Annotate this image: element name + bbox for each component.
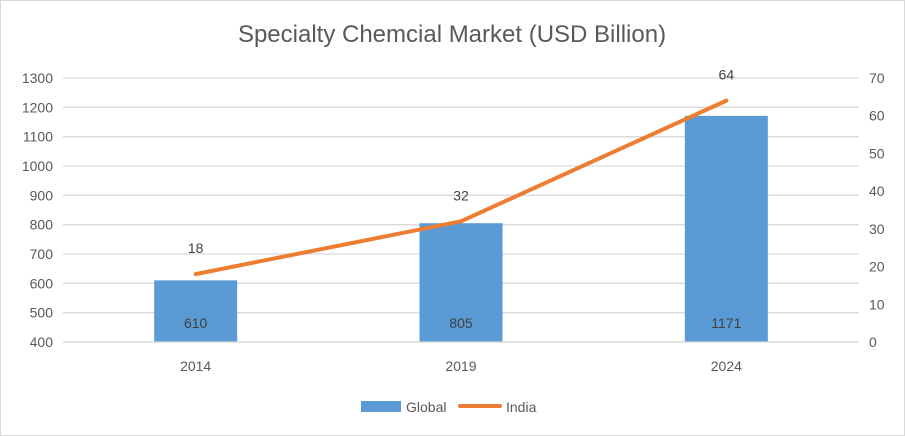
left-axis-tick-label: 600 xyxy=(30,275,54,291)
x-axis-tick-label: 2014 xyxy=(180,358,211,374)
left-axis-tick-label: 500 xyxy=(30,305,54,321)
bar-global-2014 xyxy=(154,280,238,342)
bar-data-label: 610 xyxy=(184,315,208,331)
legend-label-global: Global xyxy=(406,399,446,415)
legend-swatch-global xyxy=(361,401,401,412)
right-axis-tick-label: 70 xyxy=(869,70,885,86)
right-axis-tick-label: 60 xyxy=(869,108,885,124)
right-axis-tick-label: 0 xyxy=(869,334,877,350)
line-data-label: 18 xyxy=(188,240,204,256)
left-axis-tick-label: 700 xyxy=(30,246,54,262)
line-india xyxy=(193,98,729,277)
x-axis-tick-label: 2024 xyxy=(711,358,742,374)
left-axis-tick-label: 1100 xyxy=(23,129,53,145)
line-data-label: 32 xyxy=(453,187,469,203)
right-axis-tick-label: 10 xyxy=(869,296,885,312)
left-axis-tick-label: 800 xyxy=(30,217,54,233)
right-axis-tick-label: 20 xyxy=(869,259,885,275)
bar-data-label: 805 xyxy=(449,315,473,331)
line-data-label: 64 xyxy=(719,67,735,83)
right-axis-tick-label: 50 xyxy=(869,145,885,161)
left-axis-tick-label: 1200 xyxy=(22,99,53,115)
legend-label-india: India xyxy=(506,399,537,415)
left-axis-tick-label: 1000 xyxy=(22,158,53,174)
chart-title: Specialty Chemcial Market (USD Billion) xyxy=(238,21,666,48)
left-axis-tick-label: 900 xyxy=(30,187,54,203)
left-axis-tick-label: 400 xyxy=(30,334,54,350)
right-axis-tick-label: 40 xyxy=(869,183,885,199)
left-axis-tick-label: 1300 xyxy=(22,70,53,86)
x-axis-tick-label: 2019 xyxy=(445,358,476,374)
right-axis-tick-label: 30 xyxy=(869,221,885,237)
bar-data-label: 1171 xyxy=(711,315,741,331)
bar-global-2019 xyxy=(419,223,503,342)
bar-global-2024 xyxy=(684,115,768,342)
